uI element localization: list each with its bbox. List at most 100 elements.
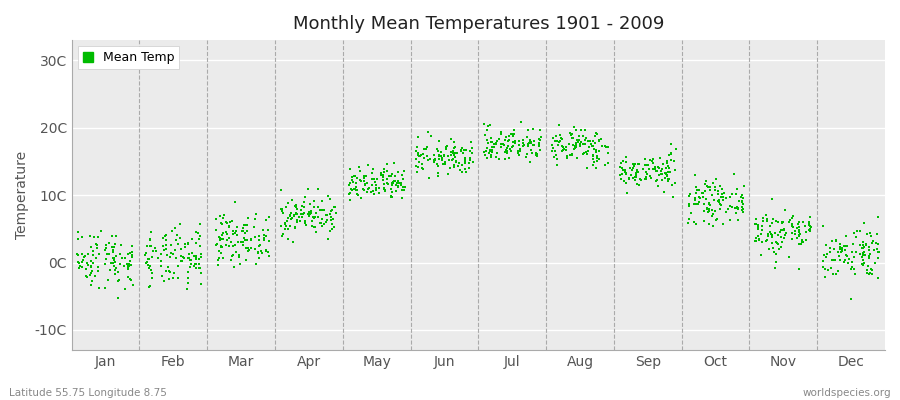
Point: [755, 214, 770, 221]
Point: [361, 162, 375, 168]
Point: [869, 231, 884, 237]
Point: [687, 201, 701, 207]
Point: [285, 239, 300, 246]
Point: [616, 158, 631, 164]
Point: [252, 243, 266, 249]
Point: [840, 253, 854, 259]
Point: [183, 264, 197, 270]
Point: [551, 142, 565, 148]
Point: [391, 182, 405, 189]
Point: [396, 184, 410, 190]
Point: [211, 262, 225, 268]
Point: [194, 281, 208, 287]
Point: [70, 236, 85, 242]
Point: [155, 273, 169, 280]
Point: [484, 139, 499, 145]
Point: [362, 185, 376, 192]
Point: [356, 175, 371, 181]
Point: [301, 210, 315, 217]
Point: [462, 164, 476, 171]
Point: [766, 216, 780, 222]
Point: [356, 173, 371, 180]
Point: [343, 166, 357, 172]
Point: [238, 230, 252, 236]
Point: [654, 171, 669, 177]
Point: [801, 219, 815, 225]
Point: [765, 245, 779, 251]
Point: [818, 254, 832, 260]
Point: [345, 186, 359, 193]
Point: [769, 258, 783, 265]
Point: [79, 272, 94, 279]
Point: [384, 194, 399, 200]
Point: [236, 242, 250, 248]
Point: [576, 150, 590, 156]
Legend: Mean Temp: Mean Temp: [78, 46, 179, 69]
Point: [556, 144, 571, 150]
Point: [444, 149, 458, 156]
Point: [288, 202, 302, 209]
Point: [454, 148, 469, 154]
Point: [274, 208, 289, 214]
Point: [325, 226, 339, 232]
Point: [567, 124, 581, 130]
Point: [184, 249, 199, 256]
Point: [857, 244, 871, 250]
Point: [189, 256, 203, 262]
Point: [483, 152, 498, 158]
Point: [85, 278, 99, 284]
Point: [530, 151, 544, 158]
Point: [215, 244, 230, 251]
Point: [703, 186, 717, 193]
Point: [865, 238, 879, 244]
Point: [243, 237, 257, 244]
Point: [415, 161, 429, 167]
Point: [500, 147, 514, 154]
Point: [439, 144, 454, 150]
Point: [297, 204, 311, 210]
Point: [385, 180, 400, 186]
Point: [417, 146, 431, 152]
Point: [688, 190, 703, 196]
Point: [431, 163, 446, 170]
Point: [348, 184, 363, 191]
Point: [290, 205, 304, 212]
Point: [777, 226, 791, 233]
Point: [522, 136, 536, 143]
Point: [544, 148, 559, 154]
Point: [778, 226, 792, 232]
Text: Latitude 55.75 Longitude 8.75: Latitude 55.75 Longitude 8.75: [9, 388, 166, 398]
Point: [500, 138, 515, 144]
Point: [618, 159, 633, 165]
Point: [754, 252, 769, 258]
Point: [586, 156, 600, 162]
Point: [389, 188, 403, 195]
Point: [239, 237, 254, 243]
Point: [448, 150, 463, 156]
Point: [688, 220, 703, 227]
Point: [626, 175, 640, 181]
Point: [664, 150, 679, 157]
Point: [491, 136, 506, 142]
Point: [484, 144, 499, 150]
Point: [309, 229, 323, 235]
Point: [221, 235, 236, 241]
Point: [532, 140, 546, 146]
Point: [661, 169, 675, 176]
Point: [323, 196, 338, 202]
Point: [220, 231, 234, 238]
Point: [232, 252, 247, 258]
Point: [681, 192, 696, 199]
Point: [420, 152, 435, 159]
Point: [281, 199, 295, 206]
Point: [724, 204, 739, 210]
Point: [435, 156, 449, 163]
Point: [72, 265, 86, 271]
Point: [552, 122, 566, 128]
Point: [156, 242, 170, 249]
Point: [699, 183, 714, 190]
Point: [631, 160, 645, 167]
Point: [520, 142, 535, 149]
Point: [188, 261, 202, 267]
Point: [220, 237, 234, 244]
